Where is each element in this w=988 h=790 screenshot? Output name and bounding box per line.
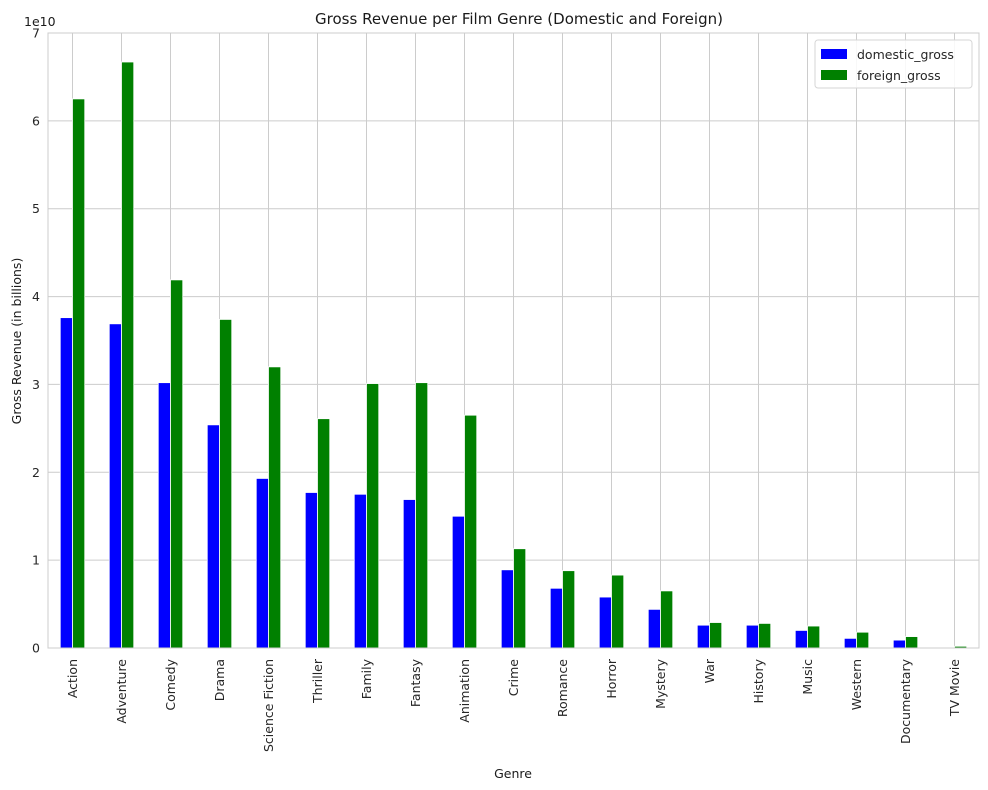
legend: domestic_gross foreign_gross: [814, 39, 973, 89]
bar-domestic_gross: [59, 317, 73, 649]
bar-foreign_gross: [170, 279, 184, 649]
bar-foreign_gross: [562, 570, 576, 649]
x-tick-label: Mystery: [653, 658, 668, 708]
y-tick-label: 2: [32, 465, 40, 480]
bar-foreign_gross: [366, 383, 380, 649]
y-tick-label: 1: [32, 553, 40, 568]
bar-domestic_gross: [353, 493, 367, 649]
x-tick-label: Fantasy: [408, 658, 423, 707]
bar-domestic_gross: [304, 492, 318, 649]
bar-domestic_gross: [108, 323, 122, 649]
x-tick-label: Comedy: [163, 658, 178, 710]
x-tick-label: History: [751, 658, 766, 703]
legend-swatch: [821, 49, 847, 59]
bar-domestic_gross: [892, 639, 906, 649]
x-tick-label: Family: [359, 658, 374, 699]
y-offset-label: 1e10: [24, 14, 56, 29]
x-tick-label: Action: [65, 659, 80, 698]
bar-domestic_gross: [696, 624, 710, 649]
y-tick-label: 4: [32, 289, 40, 304]
y-tick-label: 0: [32, 641, 40, 656]
bar-foreign_gross: [905, 636, 919, 649]
x-tick-label: Horror: [604, 658, 619, 698]
legend-box: [814, 39, 973, 89]
legend-entry: domestic_gross: [857, 47, 954, 62]
y-axis-ticks: 0 1 2 3 4 5 6 7: [32, 26, 40, 656]
y-axis-label: Gross Revenue (in billions): [9, 258, 24, 425]
x-axis-ticks: Action Adventure Comedy Drama Science Fictio…: [65, 658, 962, 752]
x-tick-label: Animation: [457, 659, 472, 723]
legend-swatch: [821, 70, 847, 80]
plot-frame: [47, 32, 980, 649]
x-tick-label: Music: [800, 659, 815, 695]
bar-foreign_gross: [219, 319, 233, 649]
bar-domestic_gross: [794, 630, 808, 649]
y-tick-label: 3: [32, 377, 40, 392]
bar-foreign_gross: [611, 574, 625, 649]
x-tick-label: Science Fiction: [261, 659, 276, 752]
x-tick-label: Thriller: [310, 658, 325, 704]
bar-foreign_gross: [709, 622, 723, 649]
x-tick-label: Documentary: [898, 658, 913, 744]
x-tick-label: Drama: [212, 659, 227, 701]
bar-domestic_gross: [745, 624, 759, 649]
bar-domestic_gross: [598, 596, 612, 649]
bars: [59, 61, 968, 649]
bar-foreign_gross: [268, 366, 282, 649]
bar-domestic_gross: [402, 499, 416, 649]
bar-domestic_gross: [157, 382, 171, 649]
bar-foreign_gross: [807, 625, 821, 649]
bar-foreign_gross: [513, 548, 527, 649]
x-tick-label: War: [702, 658, 717, 683]
bar-foreign_gross: [464, 414, 478, 649]
bar-domestic_gross: [549, 587, 563, 649]
bar-foreign_gross: [72, 98, 86, 649]
x-tick-label: Adventure: [114, 659, 129, 724]
bar-foreign_gross: [758, 623, 772, 649]
y-tick-label: 6: [32, 113, 40, 128]
bar-domestic_gross: [647, 608, 661, 649]
x-tick-label: Western: [849, 659, 864, 710]
bar-domestic_gross: [843, 637, 857, 649]
x-axis-label: Genre: [494, 766, 532, 781]
bar-foreign_gross: [121, 61, 135, 649]
y-tick-label: 5: [32, 201, 40, 216]
bar-domestic_gross: [451, 515, 465, 649]
x-tick-label: TV Movie: [947, 659, 962, 717]
bar-foreign_gross: [415, 382, 429, 649]
y-tick-label: 7: [32, 26, 40, 41]
bar-domestic_gross: [500, 569, 514, 649]
bar-foreign_gross: [317, 418, 331, 649]
x-tick-label: Crime: [506, 659, 521, 697]
x-tick-label: Romance: [555, 659, 570, 717]
bar-domestic_gross: [206, 424, 220, 649]
legend-entry: foreign_gross: [857, 68, 941, 83]
chart-title: Gross Revenue per Film Genre (Domestic a…: [315, 10, 723, 28]
bar-domestic_gross: [255, 478, 269, 649]
bar-foreign_gross: [660, 590, 674, 649]
bar-foreign_gross: [856, 631, 870, 649]
